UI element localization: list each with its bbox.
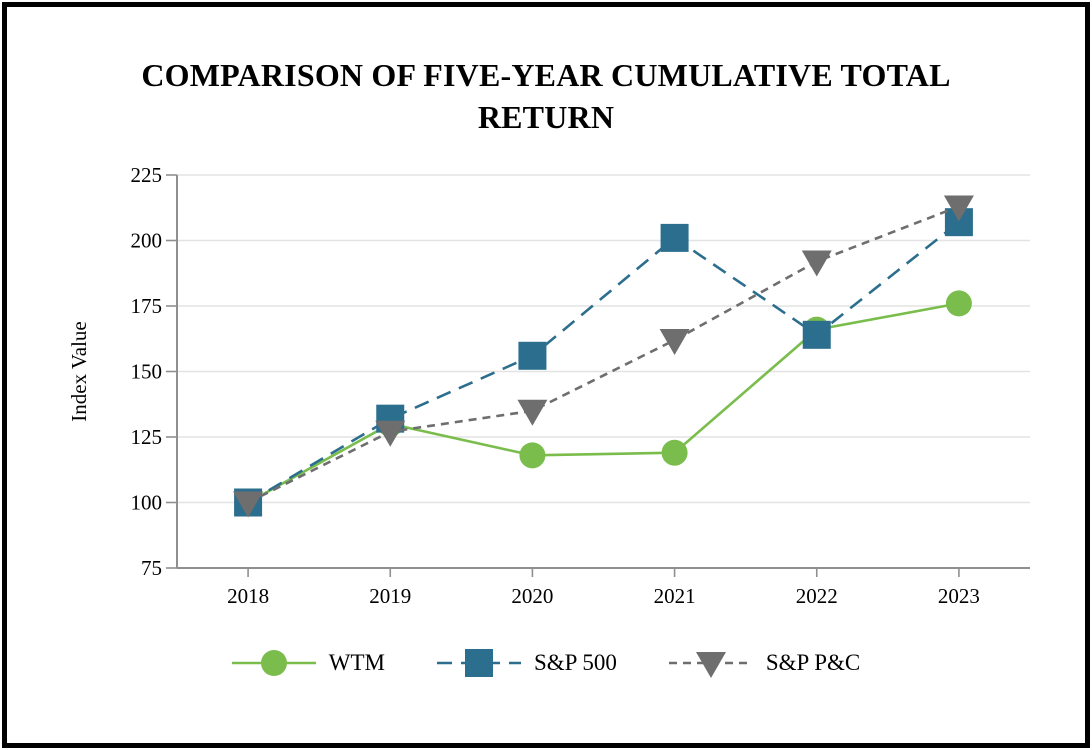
chart-legend: WTM S&P 500 S&P P&C [0,646,1092,680]
chart-title-line-1: COMPARISON OF FIVE-YEAR CUMULATIVE TOTAL [141,57,951,93]
legend-marker-s-p-p-c [695,652,726,678]
chart-title: COMPARISON OF FIVE-YEAR CUMULATIVE TOTAL… [0,54,1092,138]
series-s-p-p-c [233,195,974,518]
legend-square-icon [436,649,521,677]
y-tick-label: 100 [131,491,163,515]
y-tick-label: 150 [131,360,163,384]
marker-wtm-2020 [519,442,546,469]
x-tick-label: 2022 [796,584,838,608]
y-tick-label: 200 [131,229,163,253]
legend-marker-s-p-500 [464,649,493,677]
y-tick-label: 175 [131,294,163,318]
marker-s-p-500-2020 [518,341,547,370]
marker-wtm-2023 [945,290,972,317]
y-axis-title: Index Value [67,321,91,422]
legend-label-s-p-500: S&P 500 [533,650,617,675]
y-tick-label: 75 [141,556,162,580]
legend-item-s-p-500: S&P 500 [436,646,617,680]
series-s-p-500 [234,208,973,517]
chart-title-line-2: RETURN [477,99,615,135]
series-line-wtm [247,302,960,504]
marker-s-p-p-c-2023 [943,195,974,222]
series-line-s-p-p-c [247,205,960,504]
x-tick-label: 2020 [511,584,553,608]
marker-s-p-p-c-2018 [233,491,264,518]
marker-s-p-500-2021 [660,223,689,252]
legend-triangle-down-icon [668,652,753,678]
x-tick-label: 2023 [938,584,980,608]
series-line-s-p-500 [247,221,960,504]
x-tick-label: 2021 [654,584,696,608]
x-tick-label: 2019 [369,584,411,608]
legend-item-wtm: WTM [231,646,385,680]
x-tick-label: 2018 [227,584,269,608]
legend-circle-icon [231,650,316,676]
marker-s-p-p-c-2019 [375,420,406,447]
marker-s-p-p-c-2021 [659,329,690,356]
marker-s-p-500-2022 [802,320,831,349]
legend-item-s-p-p-c: S&P P&C [668,646,861,680]
legend-label-wtm: WTM [328,650,385,675]
y-tick-label: 225 [131,163,163,187]
legend-label-s-p-p-c: S&P P&C [765,650,861,675]
marker-s-p-p-c-2022 [801,250,832,277]
y-tick-label: 125 [131,425,163,449]
marker-wtm-2021 [661,439,688,466]
marker-s-p-p-c-2020 [517,399,548,426]
legend-marker-wtm [260,650,287,676]
series-wtm [235,290,972,516]
